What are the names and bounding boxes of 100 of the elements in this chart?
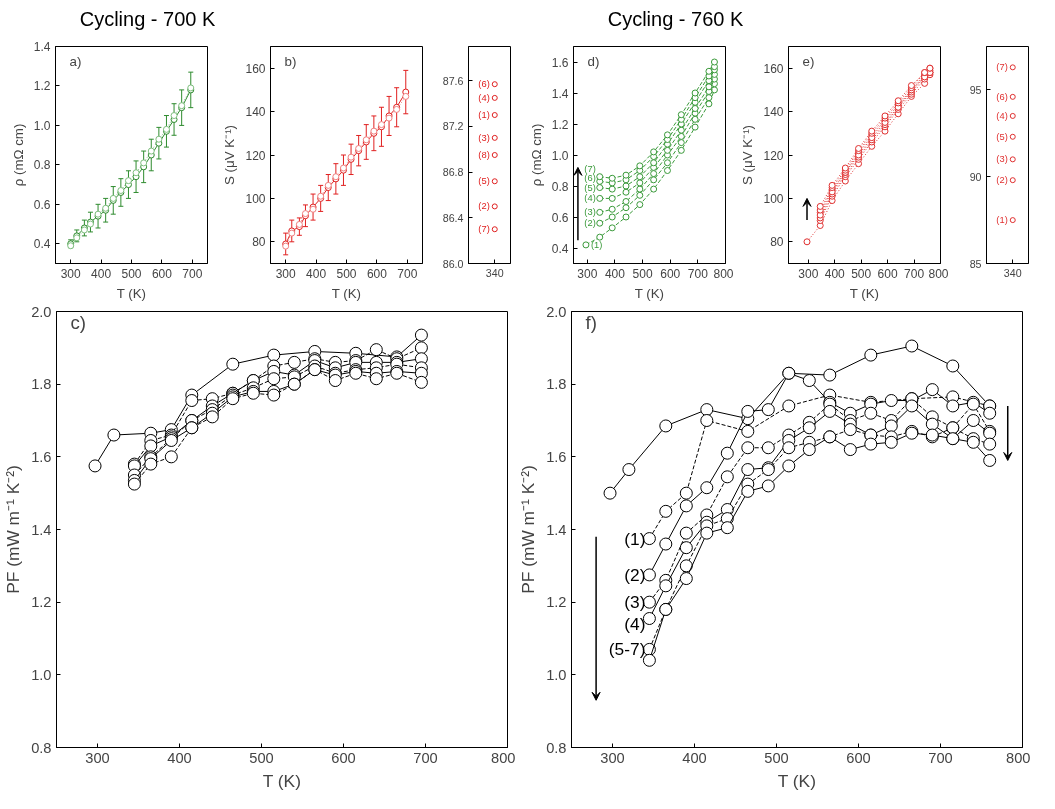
series-label: (2) xyxy=(584,218,596,229)
series-label: (4) xyxy=(624,613,646,634)
y-tick-label: 86.8 xyxy=(442,166,464,179)
y-tick-label: 0.8 xyxy=(546,739,567,756)
y-tick-label: 1.2 xyxy=(546,594,567,611)
x-axis-title: T (K) xyxy=(116,285,147,301)
x-tick-label: 600 xyxy=(877,266,898,281)
annotation: f) xyxy=(585,311,597,333)
x-tick-label: 500 xyxy=(851,266,872,281)
x-tick-label: 500 xyxy=(249,749,274,766)
series-label: (1) xyxy=(590,239,603,250)
series-label: (1) xyxy=(478,110,490,121)
y-tick-label: 140 xyxy=(245,105,266,120)
x-tick-label: 400 xyxy=(604,266,626,281)
series-label: (6) xyxy=(584,173,596,184)
y-tick-label: 1.2 xyxy=(33,79,51,94)
y-tick-label: 0.6 xyxy=(551,210,569,225)
y-tick-label: 120 xyxy=(245,148,266,163)
chart-title: Cycling - 760 K xyxy=(606,7,745,32)
series-label: (7) xyxy=(996,62,1008,73)
y-tick-label: 1.4 xyxy=(546,521,567,538)
x-tick-label: 400 xyxy=(91,266,112,281)
series-label: (2) xyxy=(996,175,1008,186)
y-tick-label: 2.0 xyxy=(546,303,567,320)
x-tick-label: 300 xyxy=(600,749,625,766)
x-tick-label: 400 xyxy=(682,749,707,766)
x-tick-label: 300 xyxy=(275,266,297,281)
x-tick-label: 500 xyxy=(632,266,653,281)
y-tick-label: 160 xyxy=(763,61,784,76)
y-tick-label: 80 xyxy=(770,235,784,250)
y-tick-label: 2.0 xyxy=(31,303,52,320)
x-tick-label: 600 xyxy=(660,266,681,281)
series-label: (6) xyxy=(478,79,490,90)
x-tick-label: 800 xyxy=(491,749,516,766)
y-tick-label: 160 xyxy=(245,61,266,76)
series-label: (1) xyxy=(996,215,1008,226)
y-tick-label: 1.2 xyxy=(31,594,52,611)
y-tick-label: 1.4 xyxy=(551,86,569,101)
x-tick-label: 600 xyxy=(331,749,356,766)
x-tick-label: 300 xyxy=(577,266,598,281)
series-label: (4) xyxy=(996,110,1008,121)
y-tick-label: 1.0 xyxy=(33,118,51,133)
y-tick-label: 1.6 xyxy=(31,448,52,465)
series-label: (5) xyxy=(996,131,1008,142)
y-axis-title: PF (mW m⁻¹ K⁻²) xyxy=(518,465,539,594)
x-axis-title: T (K) xyxy=(849,285,880,301)
chart-title: Cycling - 700 K xyxy=(78,7,217,32)
y-axis-title: ρ (mΩ cm) xyxy=(528,123,544,187)
series-label: (7) xyxy=(584,163,596,174)
y-axis-title: PF (mW m⁻¹ K⁻²) xyxy=(3,465,24,594)
series-label: (4) xyxy=(478,92,490,103)
series-label: (5) xyxy=(478,176,490,187)
y-tick-label: 0.8 xyxy=(31,739,52,756)
x-tick-label: 600 xyxy=(846,749,871,766)
x-tick-label: 600 xyxy=(366,266,388,281)
y-tick-label: 1.0 xyxy=(546,666,567,683)
series-label: (1) xyxy=(624,528,646,549)
x-tick-label: 700 xyxy=(413,749,438,766)
x-tick-label: 300 xyxy=(798,266,819,281)
series-label: (6) xyxy=(996,91,1008,102)
y-tick-label: 0.6 xyxy=(33,197,51,212)
x-tick-label: 800 xyxy=(713,266,734,281)
y-tick-label: 80 xyxy=(252,235,266,250)
y-tick-label: 1.4 xyxy=(33,40,51,54)
y-tick-label: 95 xyxy=(969,83,982,96)
y-tick-label: 85 xyxy=(969,257,982,270)
y-tick-label: 86.0 xyxy=(442,257,464,270)
annotation: d) xyxy=(587,53,600,69)
x-tick-label: 700 xyxy=(904,266,925,281)
x-tick-label: 300 xyxy=(85,749,110,766)
y-tick-label: 86.4 xyxy=(442,211,464,224)
y-tick-label: 100 xyxy=(245,191,266,206)
x-tick-label: 400 xyxy=(167,749,192,766)
x-tick-label: 340 xyxy=(485,266,504,279)
y-tick-label: 90 xyxy=(969,170,982,183)
x-tick-label: 600 xyxy=(151,266,173,281)
x-axis-title: T (K) xyxy=(634,285,665,301)
series-label: (3) xyxy=(624,592,646,613)
y-axis-title: S (μV K⁻¹) xyxy=(740,124,756,186)
y-tick-label: 1.8 xyxy=(546,376,567,393)
y-tick-label: 87.2 xyxy=(442,120,464,133)
x-axis-title: T (K) xyxy=(262,770,301,791)
annotation: e) xyxy=(802,53,815,69)
series-label: (2) xyxy=(478,201,490,212)
x-tick-label: 500 xyxy=(336,266,357,281)
x-tick-label: 800 xyxy=(1006,749,1031,766)
y-tick-label: 0.8 xyxy=(33,158,51,173)
series-label: (3) xyxy=(478,132,490,143)
x-tick-label: 700 xyxy=(182,266,203,281)
y-tick-label: 0.8 xyxy=(551,179,569,194)
series-label: (4) xyxy=(584,193,596,204)
annotation: c) xyxy=(70,311,87,333)
series-label: (8) xyxy=(478,150,490,160)
y-tick-label: 1.2 xyxy=(551,117,569,132)
y-tick-label: 1.4 xyxy=(31,521,52,538)
y-tick-label: 1.6 xyxy=(546,448,567,465)
x-axis-title: T (K) xyxy=(331,285,362,301)
y-axis-title: S (μV K⁻¹) xyxy=(222,124,238,186)
x-tick-label: 700 xyxy=(928,749,953,766)
x-tick-label: 700 xyxy=(687,266,709,281)
